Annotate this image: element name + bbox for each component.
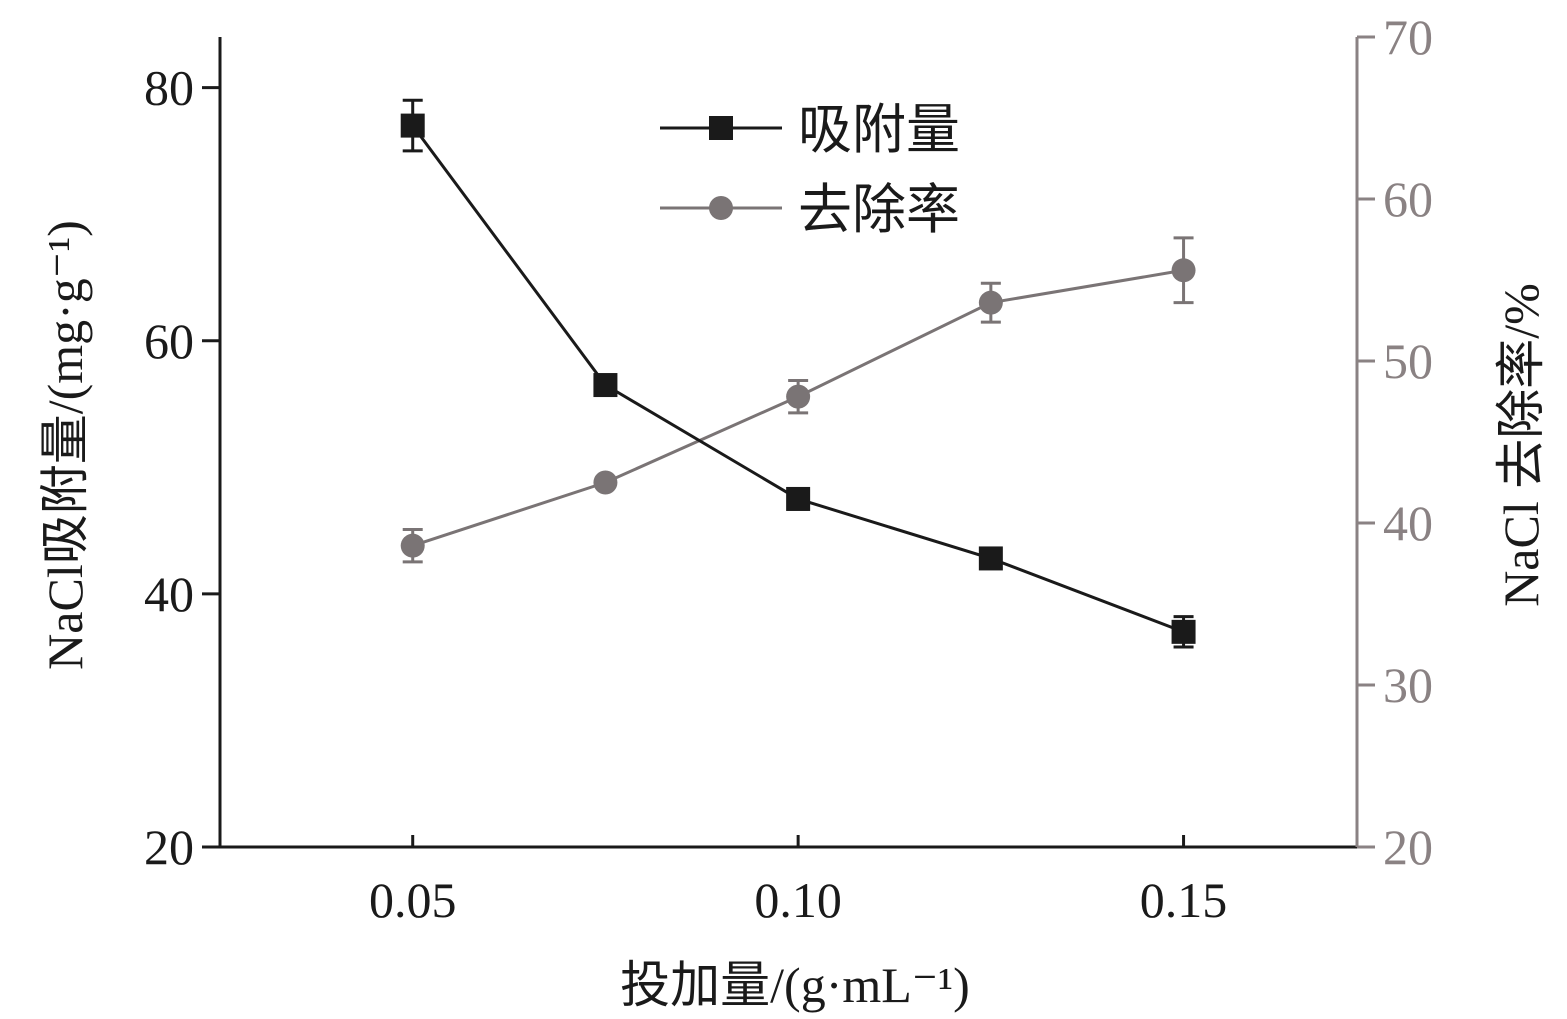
legend-item: 去除率 (660, 180, 960, 240)
data-point-square (978, 546, 1003, 571)
data-point-square (400, 113, 425, 138)
x-axis-title: 投加量/(g·mL⁻¹) (620, 957, 970, 1013)
series-removal (400, 236, 1196, 564)
data-point-circle (593, 470, 618, 495)
series-layer (400, 98, 1196, 649)
y-axis-left-title: NaCl吸附量/(mg·g⁻¹) (37, 220, 93, 670)
data-point-square (786, 486, 811, 511)
y-left-tick-label: 80 (144, 60, 194, 116)
y-left-tick-label: 60 (144, 313, 194, 369)
data-point-circle (786, 384, 811, 409)
data-point-circle (978, 290, 1003, 315)
series-adsorption (400, 98, 1196, 649)
x-tick-label: 0.15 (1140, 872, 1228, 928)
y-right-tick-label: 30 (1383, 657, 1433, 713)
y-right-tick-label: 60 (1383, 171, 1433, 227)
y-right-tick-label: 40 (1383, 495, 1433, 551)
y-right-tick-label: 50 (1383, 333, 1433, 389)
data-point-square (593, 373, 618, 398)
legend-item: 吸附量 (660, 100, 960, 160)
x-tick-label: 0.10 (754, 872, 842, 928)
data-point-circle (400, 533, 425, 558)
legend-marker-square (709, 116, 733, 140)
y-right-tick-label: 70 (1383, 9, 1433, 65)
data-point-square (1171, 619, 1196, 644)
legend-label: 吸附量 (798, 100, 960, 160)
y-axis-right-title: NaCl 去除率/% (1493, 283, 1549, 607)
x-tick-label: 0.05 (369, 872, 457, 928)
y-left-tick-label: 20 (144, 819, 194, 875)
y-right-tick-label: 20 (1383, 819, 1433, 875)
y-left-tick-label: 40 (144, 566, 194, 622)
axes: 20 40 60 80 20 30 40 50 60 70 0.05 0.10 0.15 (144, 9, 1433, 928)
data-point-circle (1171, 258, 1196, 283)
legend-marker-circle (709, 196, 733, 220)
legend-label: 去除率 (798, 180, 960, 240)
